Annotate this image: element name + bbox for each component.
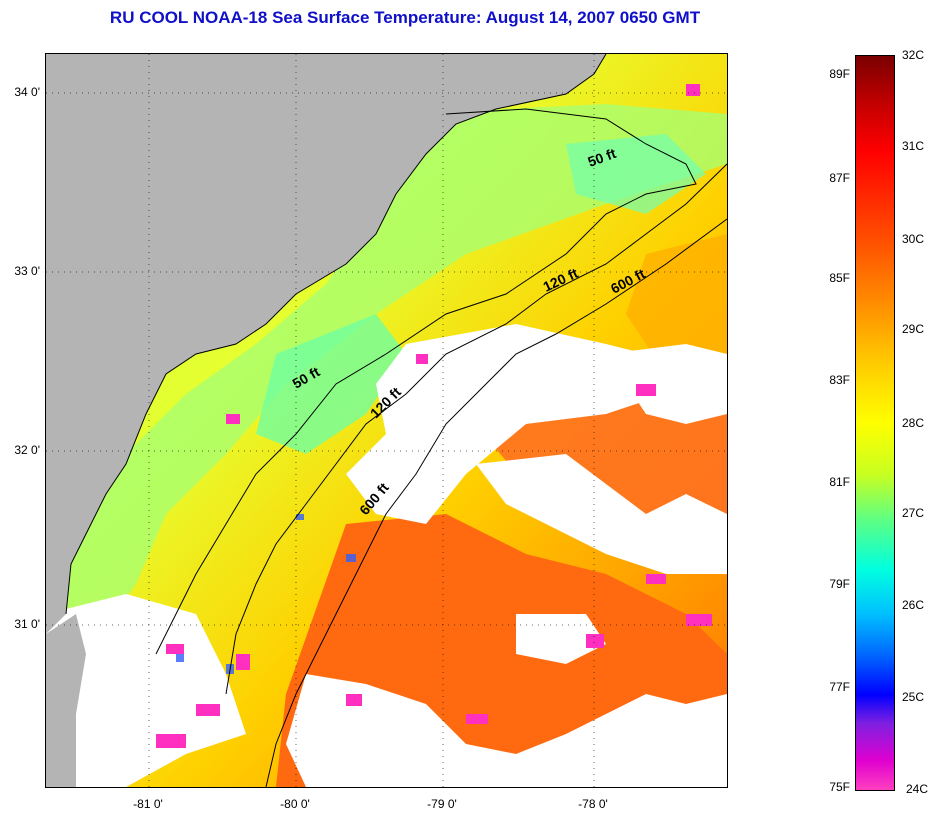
lon-label: -79 0' [427, 797, 457, 811]
isobath-120ft-line [225, 163, 727, 695]
cloud-edge-speckles [156, 84, 712, 748]
colorbar-c-label: 24C [906, 782, 929, 796]
colorbar-f-label: 83F [829, 373, 850, 387]
warm-water [626, 234, 727, 384]
sst-map-canvas: 50 ft 120 ft 600 ft 50 ft 120 ft 600 ft [46, 54, 727, 787]
cool-patch [566, 134, 706, 214]
cloud-cover [606, 344, 727, 424]
lat-label: 34 0' [14, 85, 40, 99]
cloud-cover [46, 594, 246, 787]
lon-label: -78 0' [578, 797, 608, 811]
lon-label: -80 0' [280, 797, 310, 811]
colorbar-c-label: 27C [902, 506, 925, 520]
colorbar-c-label: 32C [902, 48, 925, 62]
map-title: RU COOL NOAA-18 Sea Surface Temperature:… [109, 8, 701, 27]
land-mass [46, 54, 606, 634]
land-mass [46, 614, 86, 787]
lat-label: 33 0' [14, 264, 40, 278]
lon-label: -81 0' [133, 797, 163, 811]
cloud-cover [516, 614, 606, 664]
colorbar-c-label: 26C [902, 598, 925, 612]
lat-label: 32 0' [14, 443, 40, 457]
lat-label: 31 0' [14, 617, 40, 631]
colorbar-f-label: 75F [829, 780, 850, 794]
cloud-cover [476, 454, 727, 574]
colorbar-f-label: 85F [829, 271, 850, 285]
colorbar-c-label: 28C [902, 416, 925, 430]
isobath-50ft-line [155, 108, 697, 655]
cool-patch [256, 314, 406, 454]
colorbar-c-label: 29C [902, 322, 925, 336]
graticule [46, 54, 727, 787]
colorbar-c-label: 30C [902, 232, 925, 246]
sst-map[interactable]: 50 ft 120 ft 600 ft 50 ft 120 ft 600 ft [45, 53, 728, 788]
colorbar-f-label: 87F [829, 171, 850, 185]
colorbar-f-label: 89F [829, 67, 850, 81]
warm-water [466, 394, 727, 524]
colorbar [855, 55, 895, 791]
colorbar-f-label: 79F [829, 577, 850, 591]
colorbar-f-label: 77F [829, 680, 850, 694]
colorbar-c-label: 31C [902, 139, 925, 153]
cloud-cover [286, 674, 727, 787]
colorbar-f-label: 81F [829, 475, 850, 489]
isobath-600ft-line [265, 218, 727, 787]
colorbar-c-label: 25C [902, 690, 925, 704]
